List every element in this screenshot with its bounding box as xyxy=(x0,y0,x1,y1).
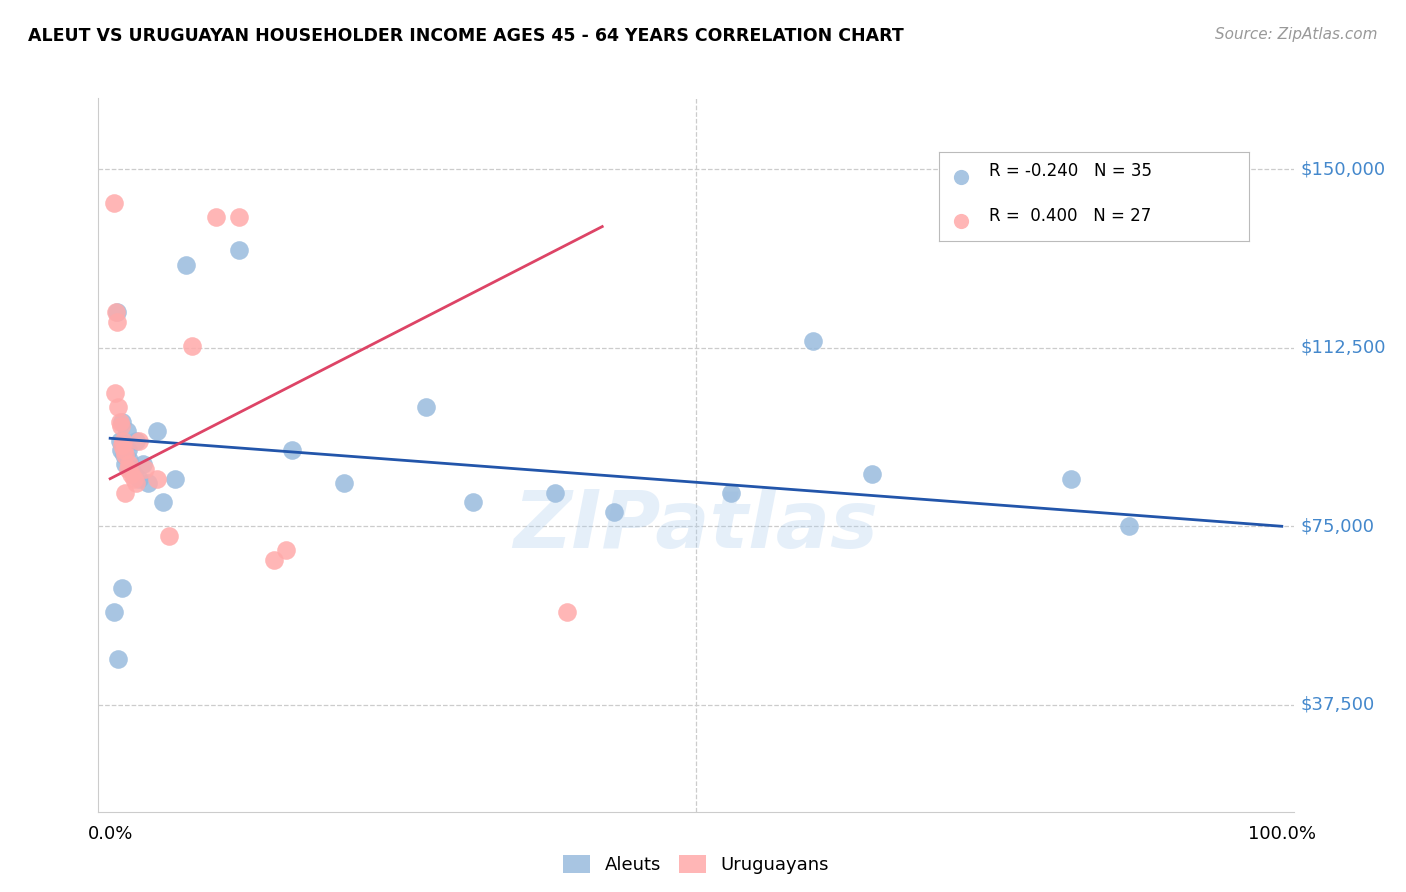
Point xyxy=(263,552,285,566)
Point xyxy=(114,448,136,462)
Point xyxy=(544,486,567,500)
Point xyxy=(146,472,169,486)
Point xyxy=(174,258,197,272)
Point xyxy=(603,505,626,519)
Point xyxy=(112,448,135,462)
Point xyxy=(111,415,134,429)
Point xyxy=(204,210,226,224)
Text: ALEUT VS URUGUAYAN HOUSEHOLDER INCOME AGES 45 - 64 YEARS CORRELATION CHART: ALEUT VS URUGUAYAN HOUSEHOLDER INCOME AG… xyxy=(28,27,904,45)
Point xyxy=(110,443,132,458)
Text: $75,000: $75,000 xyxy=(1301,517,1375,535)
Point xyxy=(136,476,159,491)
Point xyxy=(117,462,139,476)
Text: ZIPatlas: ZIPatlas xyxy=(513,487,879,566)
Point xyxy=(120,462,142,476)
Point xyxy=(105,305,128,319)
Point xyxy=(415,401,437,415)
Point xyxy=(118,458,141,472)
Point xyxy=(122,467,145,481)
Point xyxy=(949,214,972,228)
Point xyxy=(128,472,150,486)
Point xyxy=(274,543,297,558)
Point xyxy=(112,434,135,448)
Point xyxy=(105,305,128,319)
Text: $112,500: $112,500 xyxy=(1301,339,1386,357)
Text: $37,500: $37,500 xyxy=(1301,696,1375,714)
Point xyxy=(110,419,132,434)
Point xyxy=(125,434,148,448)
Point xyxy=(1118,519,1140,533)
Point xyxy=(120,467,142,481)
Point xyxy=(157,529,180,543)
Point xyxy=(103,195,125,210)
Point xyxy=(112,438,135,452)
Point xyxy=(108,434,131,448)
Point xyxy=(115,424,138,438)
Point xyxy=(228,244,250,258)
Point xyxy=(463,495,485,509)
Point xyxy=(949,169,972,184)
Point xyxy=(125,476,148,491)
Point xyxy=(128,434,150,448)
Point xyxy=(181,338,204,352)
Point xyxy=(118,452,141,467)
Point xyxy=(134,462,156,476)
Point xyxy=(228,210,250,224)
Point xyxy=(114,458,136,472)
Point xyxy=(117,443,139,458)
Text: Source: ZipAtlas.com: Source: ZipAtlas.com xyxy=(1215,27,1378,42)
Point xyxy=(105,315,128,329)
Point xyxy=(107,652,129,666)
Point xyxy=(108,415,131,429)
Point xyxy=(146,424,169,438)
Legend: Aleuts, Uruguayans: Aleuts, Uruguayans xyxy=(562,855,830,874)
Point xyxy=(555,605,578,619)
Point xyxy=(720,486,742,500)
Point xyxy=(281,443,304,458)
Point xyxy=(132,458,155,472)
Point xyxy=(104,386,127,401)
Point xyxy=(111,581,134,595)
Point xyxy=(107,401,129,415)
Point xyxy=(801,334,824,348)
Point xyxy=(152,495,174,509)
Text: R =  0.400   N = 27: R = 0.400 N = 27 xyxy=(988,207,1152,225)
Text: $150,000: $150,000 xyxy=(1301,161,1386,178)
Point xyxy=(860,467,883,481)
Point xyxy=(1060,472,1083,486)
Point xyxy=(111,438,134,452)
Point xyxy=(112,443,135,458)
Point xyxy=(103,605,125,619)
Point xyxy=(333,476,356,491)
Text: R = -0.240   N = 35: R = -0.240 N = 35 xyxy=(988,162,1152,180)
Point xyxy=(122,472,145,486)
Point xyxy=(114,486,136,500)
Point xyxy=(163,472,186,486)
